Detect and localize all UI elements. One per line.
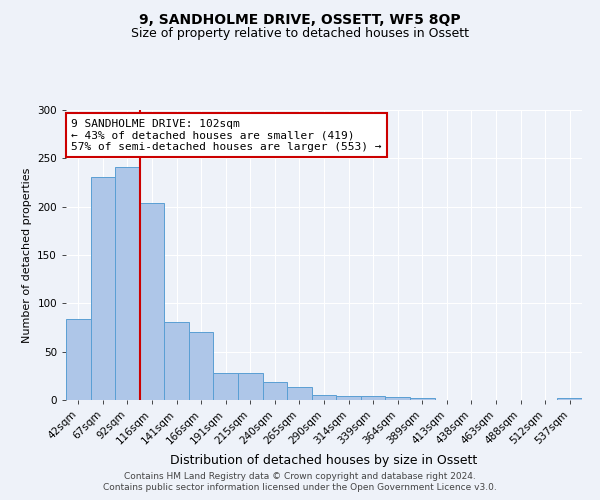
- Bar: [336, 396, 361, 400]
- Bar: [410, 398, 434, 400]
- Bar: [115, 167, 140, 400]
- Text: 9 SANDHOLME DRIVE: 102sqm
← 43% of detached houses are smaller (419)
57% of semi: 9 SANDHOLME DRIVE: 102sqm ← 43% of detac…: [71, 118, 382, 152]
- Bar: [140, 203, 164, 400]
- Text: Contains HM Land Registry data © Crown copyright and database right 2024.: Contains HM Land Registry data © Crown c…: [124, 472, 476, 481]
- Bar: [189, 332, 214, 400]
- Text: Size of property relative to detached houses in Ossett: Size of property relative to detached ho…: [131, 28, 469, 40]
- Text: Contains public sector information licensed under the Open Government Licence v3: Contains public sector information licen…: [103, 484, 497, 492]
- Bar: [557, 398, 582, 400]
- Bar: [91, 176, 115, 400]
- Bar: [287, 388, 312, 400]
- Bar: [361, 396, 385, 400]
- Bar: [214, 373, 238, 400]
- Bar: [263, 382, 287, 400]
- Bar: [238, 373, 263, 400]
- Bar: [385, 397, 410, 400]
- Bar: [312, 395, 336, 400]
- X-axis label: Distribution of detached houses by size in Ossett: Distribution of detached houses by size …: [170, 454, 478, 467]
- Bar: [66, 319, 91, 400]
- Text: 9, SANDHOLME DRIVE, OSSETT, WF5 8QP: 9, SANDHOLME DRIVE, OSSETT, WF5 8QP: [139, 12, 461, 26]
- Bar: [164, 322, 189, 400]
- Y-axis label: Number of detached properties: Number of detached properties: [22, 168, 32, 342]
